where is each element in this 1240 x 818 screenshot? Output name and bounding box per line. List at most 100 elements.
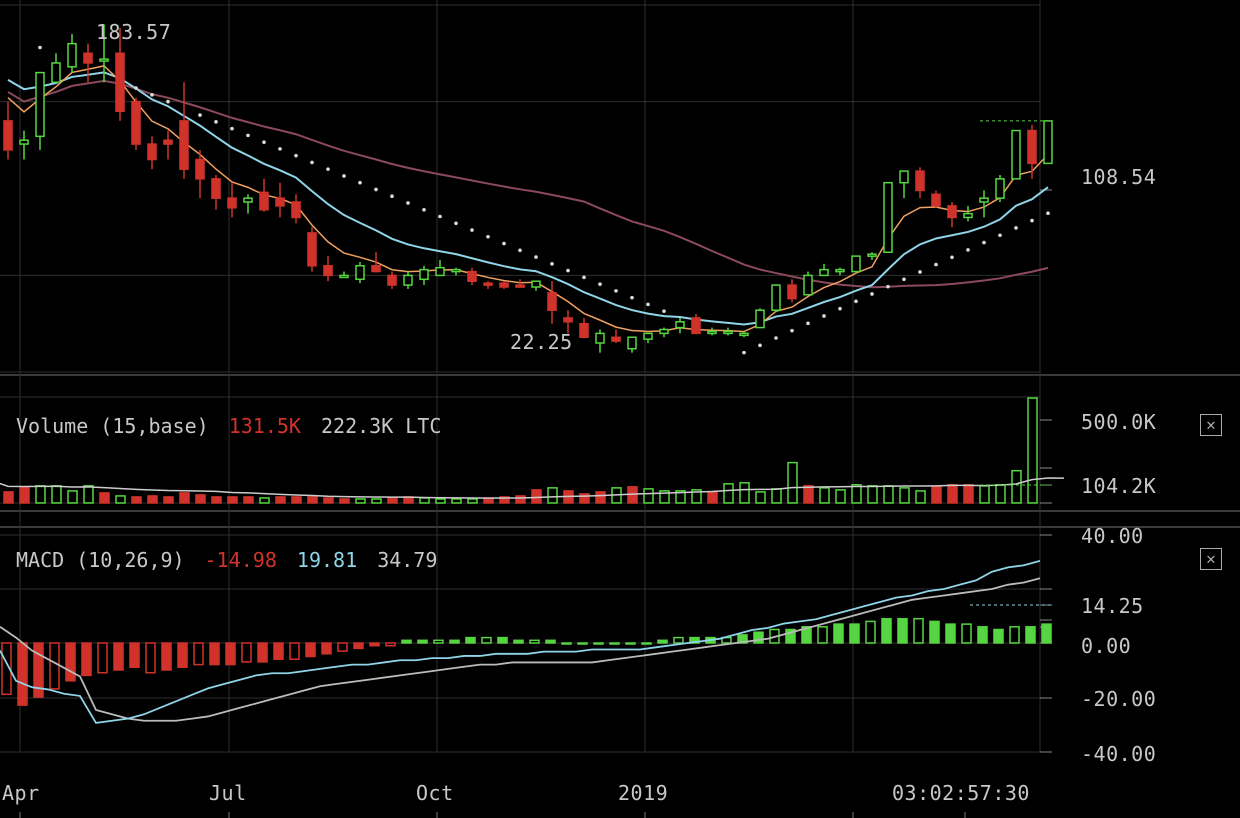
macd-histogram-bar <box>417 639 428 644</box>
time-axis-label: 2019 <box>618 781 669 805</box>
candle-body <box>339 274 349 279</box>
volume-bar <box>723 483 734 504</box>
candle-body <box>563 317 573 323</box>
macd-histogram-bar <box>257 642 268 663</box>
parabolic-sar-dot <box>870 292 874 296</box>
macd-histogram-bar <box>401 639 412 644</box>
macd-axis-label: 40.00 <box>1081 524 1144 548</box>
parabolic-sar-dot <box>822 314 826 318</box>
high-price-label: 183.57 <box>96 20 172 44</box>
candle-body <box>995 178 1005 199</box>
parabolic-sar-dot <box>646 302 650 307</box>
candle-body <box>1011 129 1021 180</box>
macd-histogram-bar <box>353 642 364 650</box>
macd-histogram-bar <box>817 626 828 644</box>
macd-histogram-bar <box>753 631 764 644</box>
parabolic-sar-dot <box>998 233 1002 238</box>
parabolic-sar-dot <box>214 120 218 124</box>
macd-histogram-bar <box>513 639 524 644</box>
candle-body <box>307 232 317 267</box>
candle-body <box>211 178 221 199</box>
macd-histogram-bar <box>17 642 28 706</box>
macd-histogram-bar <box>241 642 252 663</box>
macd-histogram-bar <box>289 642 300 660</box>
volume-bar <box>675 490 686 504</box>
candle-body <box>243 197 253 203</box>
macd-histogram-bar <box>977 626 988 644</box>
volume-bar <box>835 489 846 504</box>
volume-bar <box>19 486 30 504</box>
candle-body <box>115 52 125 112</box>
volume-bar <box>195 494 206 504</box>
parabolic-sar-dot <box>470 228 474 232</box>
candle-body <box>227 197 237 209</box>
candle-body <box>483 282 493 286</box>
macd-histogram-bar <box>801 626 812 644</box>
volume-bar <box>963 484 974 504</box>
macd-histogram-bar <box>337 642 348 652</box>
macd-histogram-bar <box>81 642 92 677</box>
candle-body <box>835 268 845 273</box>
parabolic-sar-dot <box>598 282 602 286</box>
parabolic-sar-dot <box>422 207 426 212</box>
volume-bar <box>211 496 222 504</box>
parabolic-sar-dot <box>518 248 522 253</box>
macd-histogram-bar <box>833 623 844 644</box>
macd-histogram-bar <box>273 642 284 660</box>
volume-bar <box>131 496 142 504</box>
macd-histogram-bar <box>433 639 444 644</box>
candle-body <box>515 284 525 288</box>
volume-bar <box>867 485 878 504</box>
macd-histogram-bar <box>945 623 956 644</box>
volume-bar <box>371 498 382 504</box>
candle-body <box>291 201 301 219</box>
macd-close-button[interactable]: ✕ <box>1200 548 1222 570</box>
candle-body <box>35 71 45 138</box>
candle-body <box>147 143 157 161</box>
macd-histogram-bar <box>145 642 156 674</box>
macd-indicator-title: MACD (10,26,9) -14.98 19.81 34.79 <box>16 548 437 572</box>
volume-last-label: 104.2K <box>1081 474 1157 498</box>
parabolic-sar-dot <box>454 221 458 226</box>
volume-indicator-title: Volume (15,base) 131.5K 222.3K LTC <box>16 414 441 438</box>
parabolic-sar-dot <box>982 240 986 245</box>
parabolic-sar-dot <box>374 187 378 192</box>
volume-bar <box>51 485 62 504</box>
volume-bar <box>3 491 14 504</box>
candle-body <box>851 255 861 273</box>
candle-body <box>723 330 733 335</box>
candle-body <box>275 197 285 207</box>
parabolic-sar-dot <box>1046 211 1050 216</box>
volume-bar <box>435 498 446 504</box>
candle-body <box>659 328 669 335</box>
macd-axis-label: -20.00 <box>1081 687 1157 711</box>
candle-body <box>323 265 333 277</box>
macd-histogram-bar <box>961 623 972 644</box>
parabolic-sar-dot <box>966 248 970 252</box>
macd-line <box>0 560 1041 724</box>
volume-close-button[interactable]: ✕ <box>1200 414 1222 436</box>
candle-body <box>1043 120 1053 165</box>
candle-body <box>771 284 781 311</box>
candle-body <box>627 336 637 350</box>
volume-axis-top: 500.0K <box>1081 410 1157 434</box>
candle-body <box>963 212 973 219</box>
parabolic-sar-dot <box>534 255 538 259</box>
slow-moving-average-line <box>7 79 1049 289</box>
macd-histogram-bar <box>369 642 380 647</box>
parabolic-sar-dot <box>758 343 762 348</box>
macd-histogram-bar <box>561 642 572 645</box>
candle-body <box>355 265 365 281</box>
volume-bar <box>339 498 350 504</box>
macd-histogram-bar <box>449 639 460 644</box>
volume-bar <box>595 491 606 504</box>
candle-body <box>867 253 877 257</box>
parabolic-sar-dot <box>166 99 170 104</box>
macd-histogram-bar <box>865 620 876 644</box>
parabolic-sar-dot <box>742 350 746 355</box>
candle-body <box>499 282 509 288</box>
macd-histogram-bar <box>209 642 220 666</box>
low-price-label: 22.25 <box>510 330 573 354</box>
macd-histogram-bar <box>1 642 12 696</box>
